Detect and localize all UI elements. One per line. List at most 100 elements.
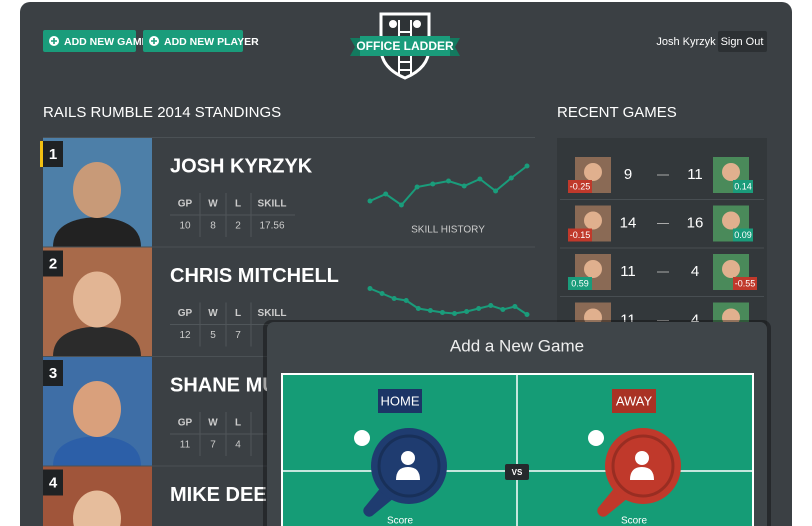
player-name: SHANE MUR: [170, 374, 292, 396]
stat-header: GP: [178, 418, 193, 429]
home-score: 14: [620, 214, 637, 231]
avatar-face: [584, 163, 602, 181]
player-name: CHRIS MITCHELL: [170, 265, 339, 287]
stat-header: GP: [178, 308, 193, 319]
avatar-face: [722, 163, 740, 181]
photo-face: [73, 162, 121, 218]
skill-point: [461, 183, 467, 189]
skill-point: [493, 188, 499, 194]
header-button[interactable]: [143, 30, 243, 52]
rank-badge: [43, 250, 63, 277]
ball: [354, 430, 370, 446]
player-name: JOSH KYRZYK: [170, 155, 313, 177]
skill-point: [477, 176, 483, 182]
stat-header: W: [208, 308, 218, 319]
skill-point: [398, 202, 404, 208]
rank-number: 3: [49, 365, 57, 382]
away-delta: 0.09: [734, 230, 752, 240]
delta-badge: [733, 277, 757, 290]
away-score: 4: [691, 263, 699, 280]
away-score: 16: [687, 214, 704, 231]
sign-out-button[interactable]: [718, 31, 767, 52]
away-score: 4: [691, 311, 699, 328]
rank-badge: [43, 141, 63, 167]
skill-point: [500, 307, 506, 312]
photo-face: [73, 490, 121, 526]
paddle-inner: [377, 434, 441, 498]
stat-value: 10: [179, 221, 191, 232]
skill-history-label: SKILL HISTORY: [411, 225, 485, 236]
logo-ball: [413, 20, 421, 28]
avatar-face: [584, 260, 602, 278]
avatar-icon-body: [630, 467, 654, 480]
away-label: AWAY: [616, 393, 653, 408]
photo-body: [53, 217, 141, 247]
skill-point: [367, 198, 373, 204]
delta-badge: [568, 228, 592, 242]
stat-value: 7: [235, 330, 241, 341]
skill-point: [367, 286, 373, 291]
home-score: 11: [620, 263, 636, 280]
skill-point: [524, 163, 530, 169]
paddle-inner: [611, 434, 675, 498]
avatar-icon-head: [635, 451, 649, 465]
away-score: 11: [687, 166, 703, 183]
delta-badge: [568, 277, 592, 290]
skill-point: [452, 311, 458, 316]
stat-value: 4: [235, 440, 241, 451]
ball: [588, 430, 604, 446]
header-button-label: ADD NEW PLAYER: [164, 36, 259, 48]
user-name: Josh Kyrzyk: [656, 36, 716, 48]
stat-value: 2: [235, 221, 241, 232]
home-delta: 0.59: [571, 278, 589, 288]
home-score: 9: [624, 166, 632, 183]
avatar-face: [722, 260, 740, 278]
stat-value: 5: [210, 330, 216, 341]
skill-point: [512, 304, 518, 309]
rank-number: 2: [49, 255, 57, 272]
photo-body: [53, 436, 141, 466]
skill-point: [488, 303, 494, 308]
stat-value: 17.56: [259, 221, 284, 232]
plus-sign: [151, 38, 157, 44]
stat-header: W: [208, 199, 218, 210]
stat-value: 8: [210, 221, 216, 232]
photo-body: [53, 326, 141, 357]
stat-header: L: [235, 199, 241, 210]
avatar-face: [584, 211, 602, 230]
skill-point: [476, 306, 482, 311]
skill-point: [464, 309, 470, 314]
skill-point: [403, 298, 409, 303]
delta-badge: [733, 180, 753, 193]
header-button[interactable]: [43, 30, 136, 52]
skill-point: [524, 312, 530, 317]
avatar-icon-body: [396, 467, 420, 480]
logo-text: OFFICE LADDER: [356, 39, 454, 53]
skill-point: [430, 181, 436, 187]
skill-point: [508, 175, 514, 181]
photo-face: [73, 381, 121, 437]
home-delta: -0.15: [570, 230, 591, 240]
stat-value: 12: [179, 330, 191, 341]
away-paddle[interactable]: [605, 428, 681, 504]
home-paddle[interactable]: [371, 428, 447, 504]
away-score-label: Score: [621, 516, 648, 526]
skill-point: [439, 310, 445, 315]
photo-face: [73, 271, 121, 328]
home-label: HOME: [381, 393, 420, 408]
skill-point: [446, 178, 451, 184]
sign-out-label: Sign Out: [721, 36, 764, 48]
header-button-label: ADD NEW GAME: [64, 36, 149, 48]
stat-header: L: [235, 418, 241, 429]
stat-header: L: [235, 308, 241, 319]
skill-point: [383, 191, 389, 197]
away-delta: 0.14: [734, 181, 752, 191]
rank-number: 4: [49, 474, 58, 491]
rank-number: 1: [49, 146, 57, 163]
vs-badge: [505, 464, 529, 480]
away-label-box: [612, 389, 656, 413]
skill-point: [414, 184, 420, 190]
section-title: RAILS RUMBLE 2014 STANDINGS: [43, 104, 281, 121]
logo-banner: [360, 36, 450, 56]
